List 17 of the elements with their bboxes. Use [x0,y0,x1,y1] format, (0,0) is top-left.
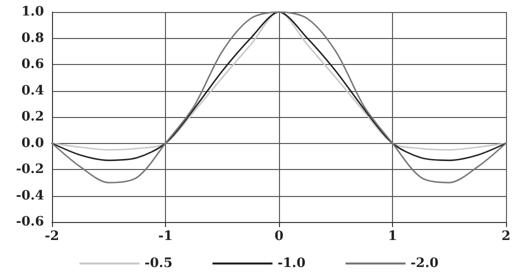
legend-label: -0.5 [144,256,172,271]
x-tick-label: -1 [158,229,173,244]
x-tick-label: 2 [501,229,511,244]
y-tick-label: -0.6 [16,214,44,230]
x-tick-label: -2 [44,229,60,244]
y-tick-label: 0.6 [21,57,44,72]
y-tick-label: 0.0 [21,136,44,151]
y-tick-label: 0.2 [21,110,44,124]
x-tick-label: 1 [388,229,398,244]
y-tick-label: -0.2 [16,162,44,177]
y-tick-label: -0.4 [16,188,44,204]
y-tick-label: 0.4 [21,83,44,98]
legend-label: -1.0 [277,256,306,271]
x-tick-label: 0 [274,229,284,244]
y-tick-label: 0.8 [21,30,44,46]
legend-label: -2.0 [410,256,439,271]
y-tick-label: 1.0 [21,4,44,20]
